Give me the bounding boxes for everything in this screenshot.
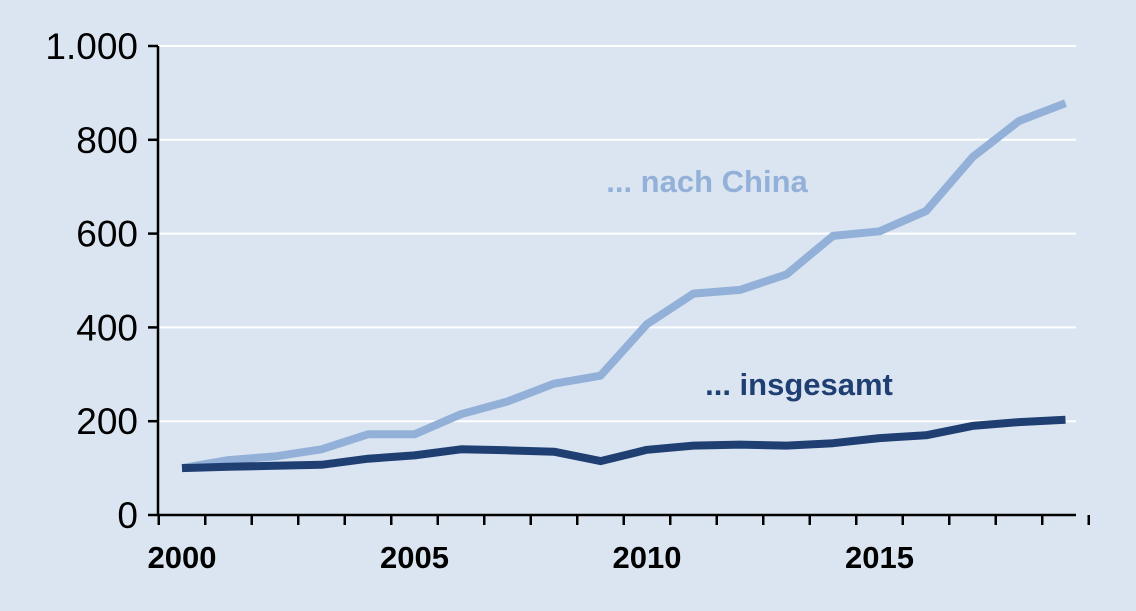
y-tick-label: 1.000 (45, 26, 138, 67)
y-tick-label: 200 (76, 401, 138, 442)
y-tick-label: 400 (76, 307, 138, 348)
gridlines (158, 45, 1076, 423)
x-tick-label: 2010 (613, 540, 682, 575)
series-labels: ... nach China ... insgesamt (606, 164, 893, 402)
series-line-0 (181, 99, 1067, 473)
series-label-1: ... insgesamt (705, 367, 893, 402)
x-tick-label: 2005 (380, 540, 449, 575)
axes: 0 200 400 600 800 1.000 2000 2005 2010 2015 (45, 26, 1090, 575)
series-label-0: ... nach China (606, 164, 808, 199)
y-tick-label: 0 (117, 495, 138, 536)
x-tick-label: 2015 (845, 540, 914, 575)
y-tick-label: 800 (76, 120, 138, 161)
series-lines (181, 99, 1067, 473)
x-tick-label: 2000 (148, 540, 217, 575)
y-tick-label: 600 (76, 214, 138, 255)
series-line-1 (181, 415, 1066, 473)
